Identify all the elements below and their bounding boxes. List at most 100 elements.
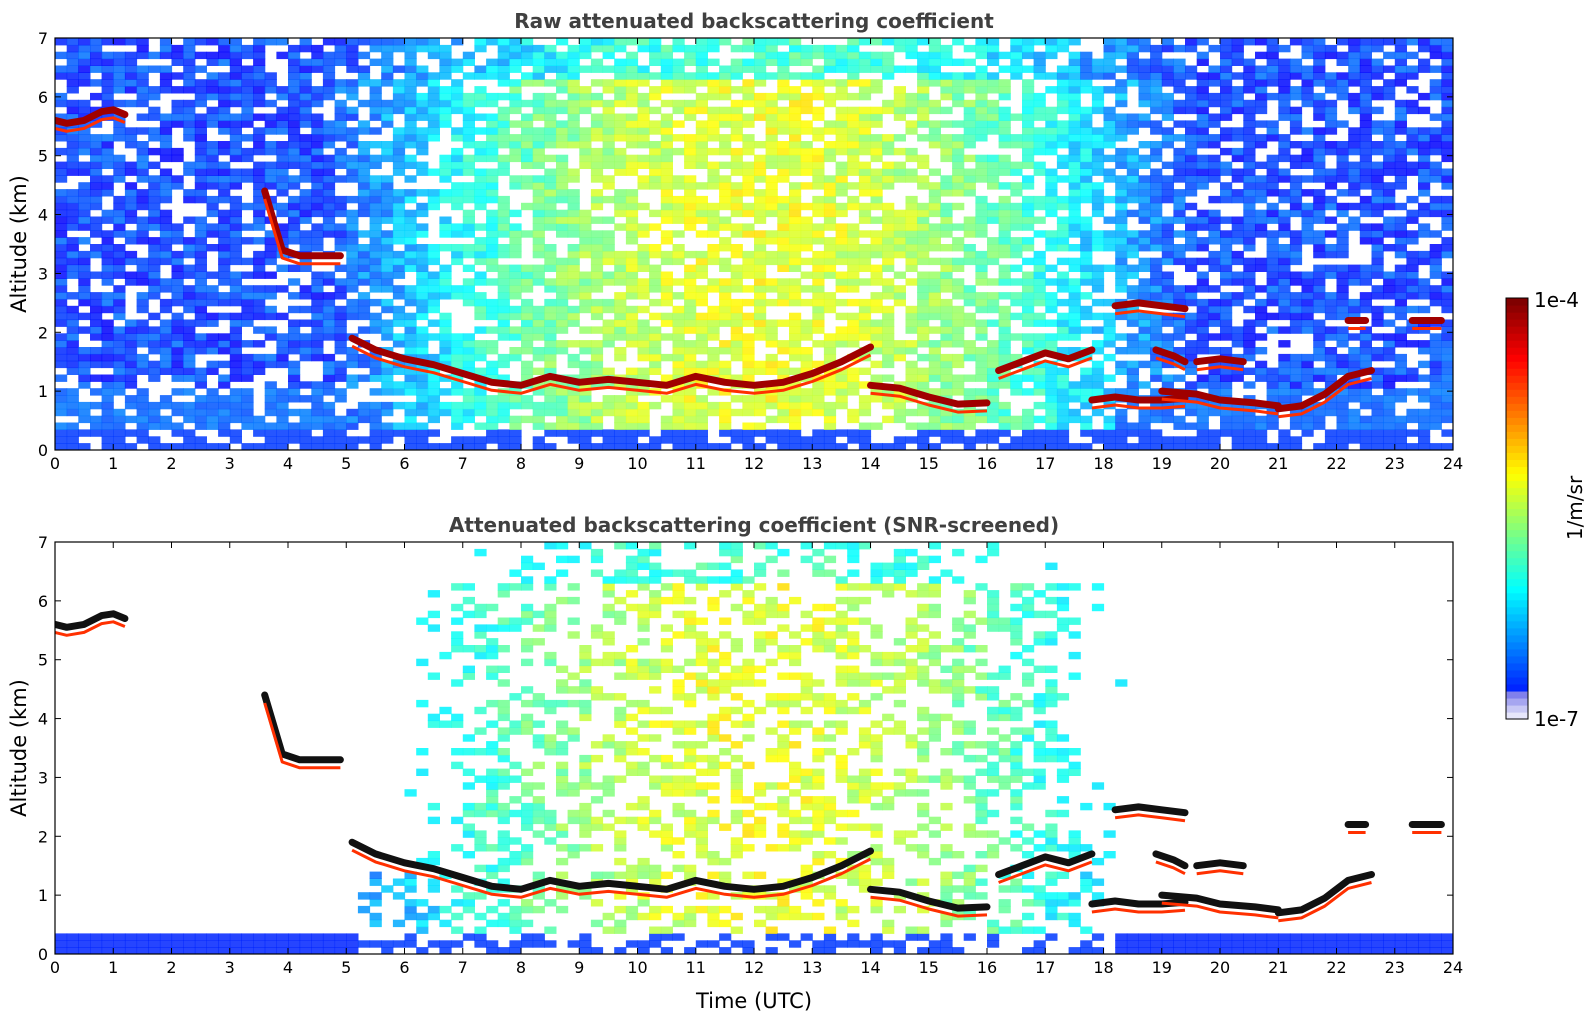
colorbar-band xyxy=(1506,599,1528,608)
colorbar-band xyxy=(1506,375,1528,383)
cloud-layer-2-edge xyxy=(263,198,341,266)
colorbar-band xyxy=(1506,361,1528,369)
x-tick-label: 17 xyxy=(1035,958,1055,977)
colorbar-band xyxy=(1506,592,1528,601)
x-tick-label: 10 xyxy=(627,958,647,977)
cloud-layer-10 xyxy=(1158,891,1282,914)
colorbar-band xyxy=(1506,382,1528,390)
x-tick-label: 1 xyxy=(108,454,118,473)
raw-backscatter-heatmap xyxy=(55,38,1453,450)
x-tick-label: 23 xyxy=(1385,454,1405,473)
cloud-layer-4-edge xyxy=(870,391,988,414)
colorbar-band xyxy=(1506,571,1528,580)
y-tick-label: 4 xyxy=(38,710,48,729)
cloud-layer-11 xyxy=(1274,367,1375,413)
colorbar-min-label: 1e-7 xyxy=(1534,707,1579,731)
colorbar-band xyxy=(1506,578,1528,587)
snr-screened-panel: Attenuated backscattering coefficient (S… xyxy=(7,513,1463,1013)
colorbar-band xyxy=(1506,557,1528,566)
cloud-layer-1 xyxy=(55,106,129,127)
x-tick-label: 20 xyxy=(1210,454,1230,473)
colorbar-band xyxy=(1506,543,1528,552)
colorbar-band xyxy=(1506,417,1528,425)
raw-backscatter-panel: Raw attenuated backscattering coefficien… xyxy=(7,9,1463,473)
cloud-layer-6-edge xyxy=(1091,907,1186,914)
y-tick-label: 5 xyxy=(38,147,48,166)
colorbar-band xyxy=(1506,676,1528,685)
y-tick-label: 7 xyxy=(38,29,48,48)
colorbar-band xyxy=(1506,368,1528,376)
cloud-layer-4 xyxy=(867,381,991,408)
colorbar-band xyxy=(1506,410,1528,418)
colorbar-band xyxy=(1506,480,1528,489)
colorbar: 1e-4 1e-7 1/m/sr xyxy=(1505,288,1587,731)
x-tick-label: 2 xyxy=(166,958,176,977)
x-tick-label: 14 xyxy=(860,958,880,977)
cloud-layer-1 xyxy=(55,610,129,631)
x-tick-label: 13 xyxy=(802,454,822,473)
x-tick-label: 21 xyxy=(1268,958,1288,977)
y-tick-label: 4 xyxy=(38,206,48,225)
cloud-layer-3-edge xyxy=(351,344,872,395)
x-tick-label: 4 xyxy=(283,958,293,977)
cloud-layer-10 xyxy=(1158,387,1282,410)
cloud-layer-8-edge xyxy=(1155,356,1186,372)
colorbar-frame xyxy=(1505,297,1529,720)
colorbar-band xyxy=(1506,613,1528,622)
x-tick-label: 18 xyxy=(1093,454,1113,473)
x-tick-label: 22 xyxy=(1326,958,1346,977)
cloud-layer-5-edge xyxy=(998,860,1093,884)
x-tick-label: 2 xyxy=(166,454,176,473)
cloud-layer-6-edge xyxy=(1091,403,1186,410)
cloud-layer-5-edge xyxy=(998,356,1093,380)
colorbar-band xyxy=(1506,669,1528,678)
y-tick-label: 2 xyxy=(38,827,48,846)
y-tick-label: 3 xyxy=(38,768,48,787)
cloud-layer-2-edge xyxy=(263,702,341,770)
colorbar-band xyxy=(1506,347,1528,355)
x-tick-label: 9 xyxy=(574,454,584,473)
panel2-y-ticks: 0 1 2 3 4 5 6 7 xyxy=(38,533,1453,964)
colorbar-band xyxy=(1506,627,1528,636)
x-tick-label: 0 xyxy=(50,958,60,977)
x-tick-label: 16 xyxy=(977,454,997,473)
cloud-layer-5 xyxy=(995,850,1096,878)
x-tick-label: 3 xyxy=(225,454,235,473)
colorbar-band xyxy=(1506,655,1528,664)
x-tick-label: 7 xyxy=(458,454,468,473)
colorbar-band xyxy=(1506,473,1528,482)
x-tick-label: 6 xyxy=(399,454,409,473)
cloud-layer-7 xyxy=(1111,803,1189,817)
panel2-y-axis-label: Altitude (km) xyxy=(7,679,31,817)
colorbar-band xyxy=(1506,711,1528,720)
colorbar-band xyxy=(1506,697,1528,706)
y-tick-label: 1 xyxy=(38,886,48,905)
cloud-layer-7-edge xyxy=(1114,309,1186,319)
cloud-layer-7 xyxy=(1111,299,1189,313)
x-tick-label: 23 xyxy=(1385,958,1405,977)
colorbar-band xyxy=(1506,319,1528,327)
x-tick-label: 10 xyxy=(627,454,647,473)
x-tick-label: 3 xyxy=(225,958,235,977)
colorbar-unit-label: 1/m/sr xyxy=(1563,475,1587,540)
colorbar-band xyxy=(1506,501,1528,510)
colorbar-band xyxy=(1506,389,1528,397)
y-tick-label: 3 xyxy=(38,264,48,283)
colorbar-band xyxy=(1506,536,1528,545)
cloud-layer-9-edge xyxy=(1196,365,1244,372)
colorbar-scale xyxy=(1506,298,1528,720)
cloud-layer-3-edge xyxy=(351,848,872,899)
colorbar-band xyxy=(1506,312,1528,320)
x-tick-label: 24 xyxy=(1443,454,1463,473)
x-tick-label: 9 xyxy=(574,958,584,977)
x-tick-label: 1 xyxy=(108,958,118,977)
colorbar-band xyxy=(1506,305,1528,313)
cloud-layer-4-edge xyxy=(870,895,988,918)
cloud-layer-2 xyxy=(261,187,344,260)
cloud-layer-5 xyxy=(995,346,1096,374)
colorbar-band xyxy=(1506,438,1528,446)
colorbar-band xyxy=(1506,424,1528,432)
panel1-x-ticks: 0 1 2 3 4 5 6 7 8 9 10 11 12 13 14 15 16 17 18 19 20 21 22 23 24 xyxy=(50,38,1463,473)
x-tick-label: 19 xyxy=(1152,454,1172,473)
y-tick-label: 5 xyxy=(38,651,48,670)
